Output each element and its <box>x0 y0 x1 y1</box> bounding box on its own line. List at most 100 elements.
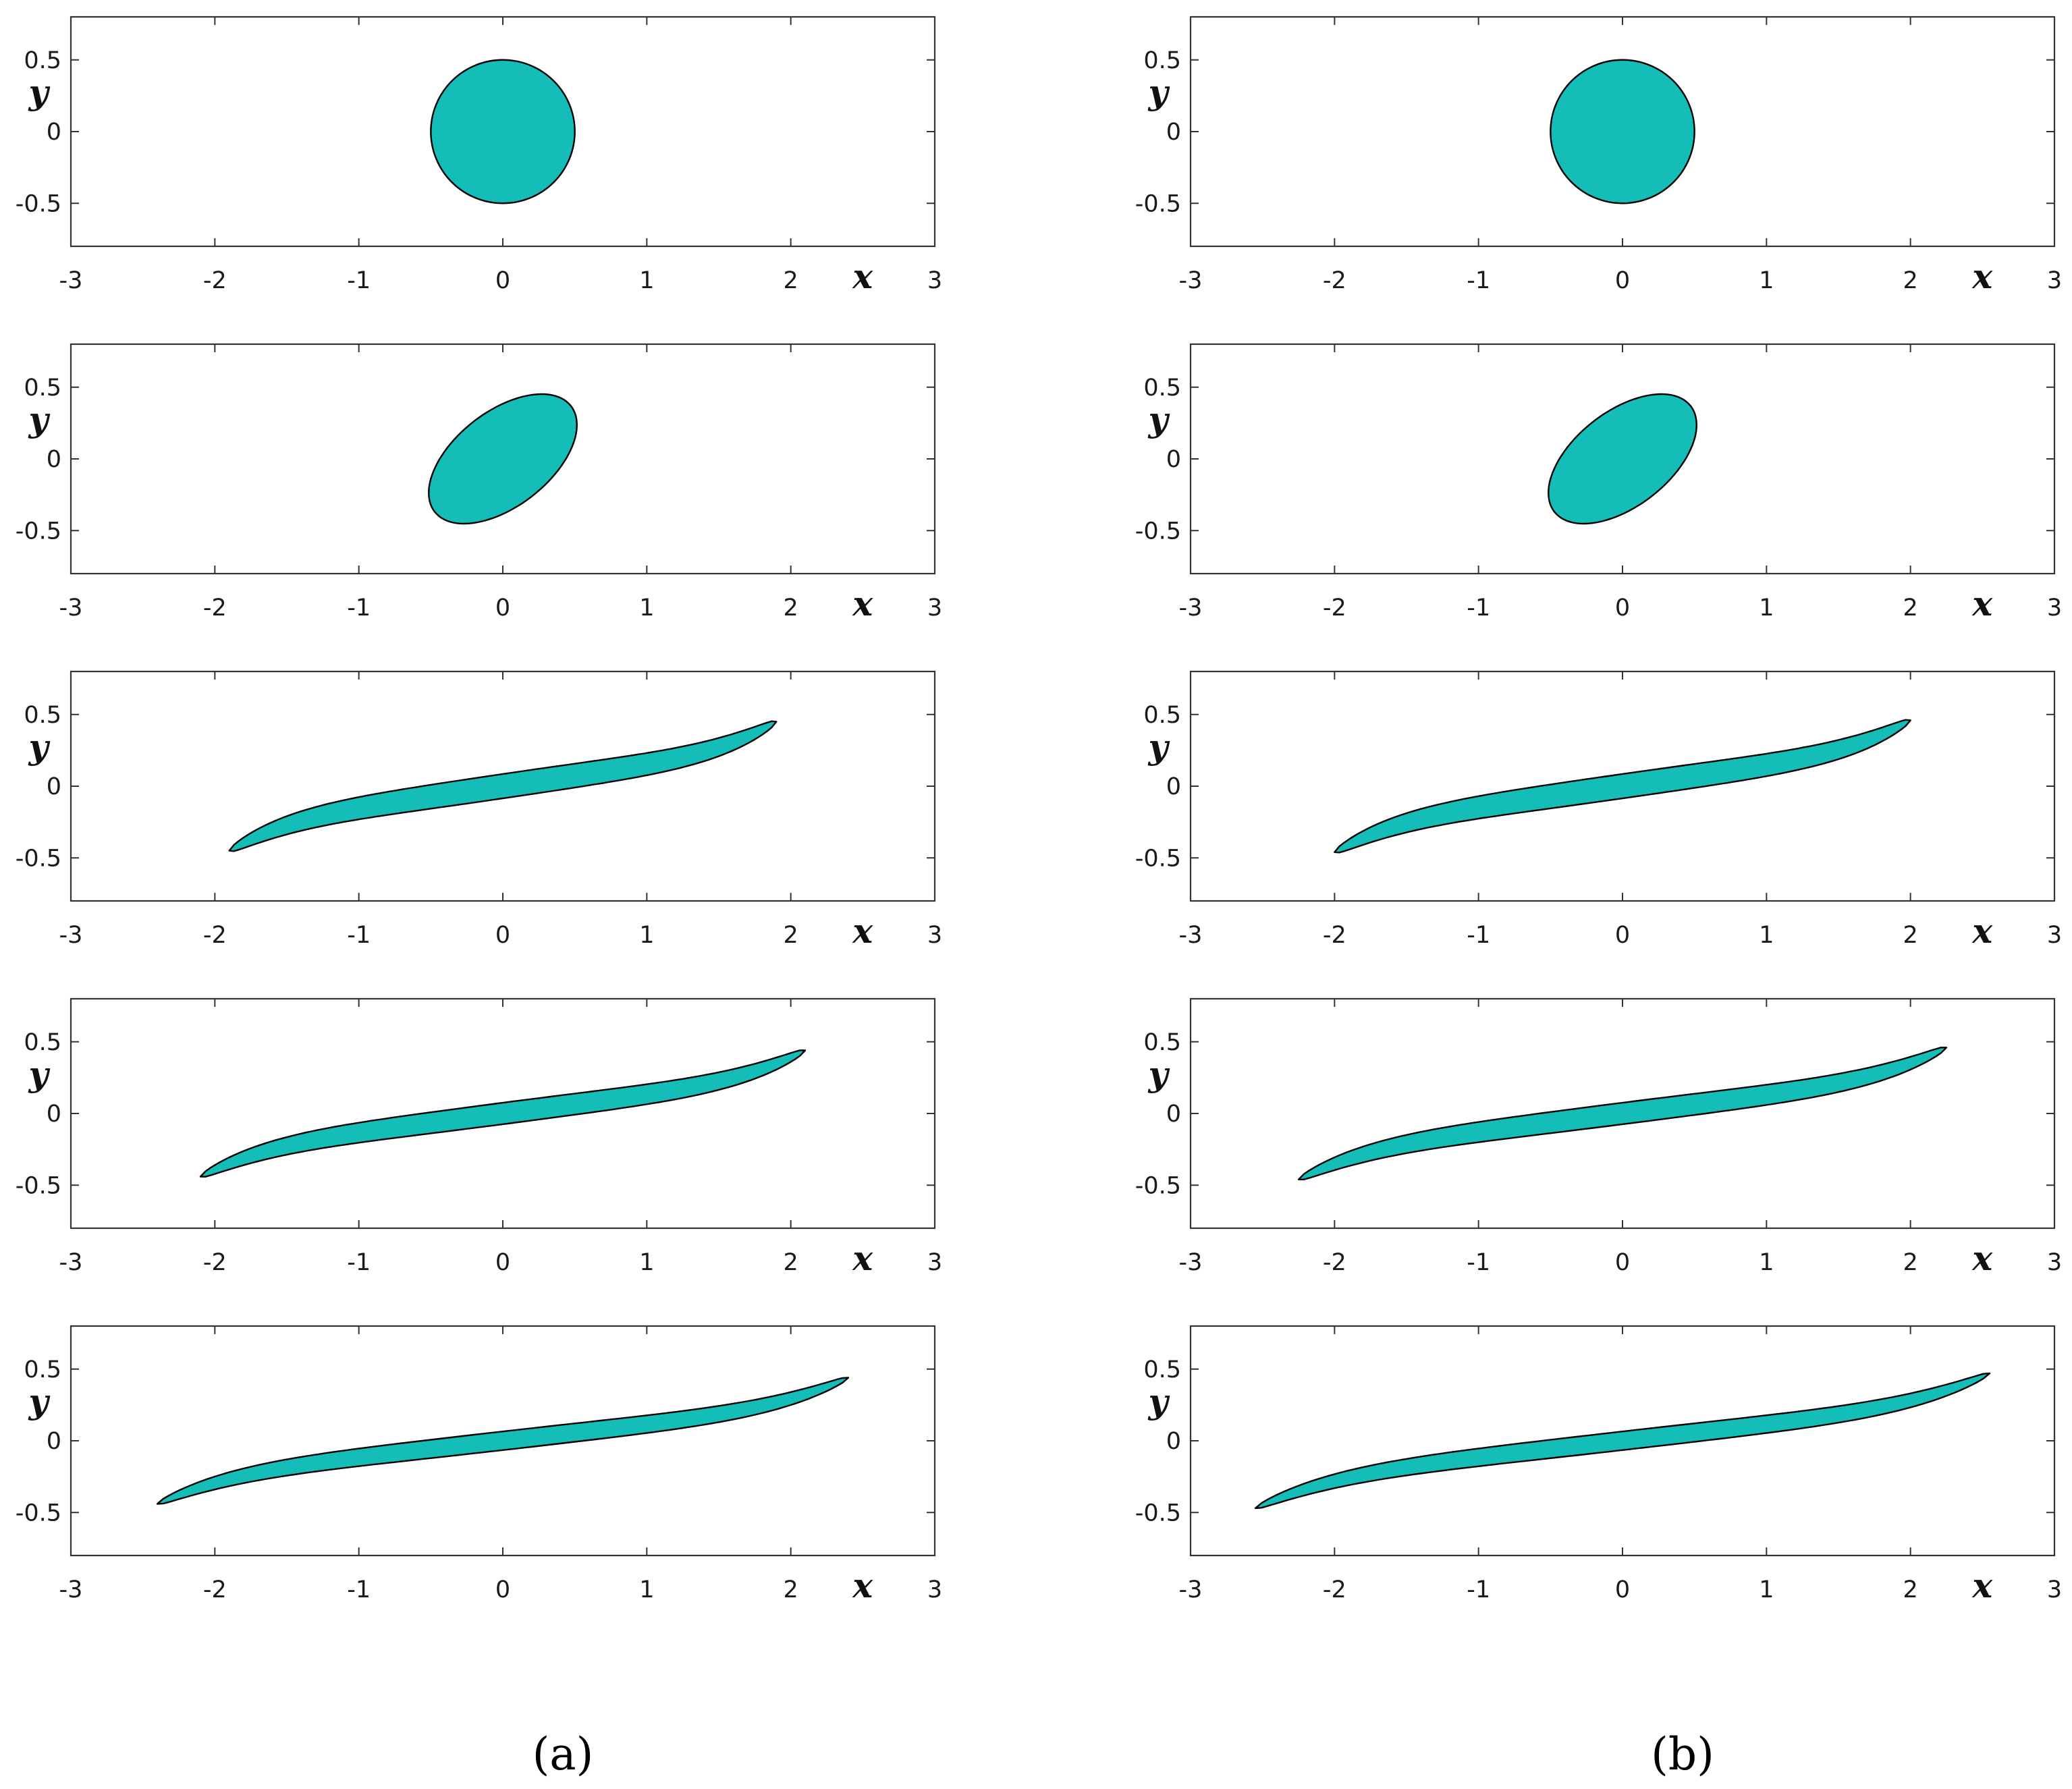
x-tick-label: 3 <box>927 922 942 949</box>
x-tick-label: 3 <box>2047 267 2062 294</box>
x-tick-label: -3 <box>1179 922 1203 949</box>
x-tick-label: 1 <box>1759 267 1774 294</box>
y-axis-label: y <box>28 1054 50 1094</box>
y-tick-label: 0 <box>1166 773 1181 800</box>
x-tick-label: 3 <box>2047 1576 2062 1603</box>
droplet-shape <box>429 394 576 524</box>
subplot-a-5: -3 -2 -1 0 1 2 3 0.5 0 -0.5 x y <box>16 1326 942 1605</box>
x-tick-label: -3 <box>1179 1249 1203 1276</box>
x-tick-label: -3 <box>59 1249 83 1276</box>
y-tick-label: 0.5 <box>1143 702 1181 729</box>
x-tick-label: -1 <box>347 267 371 294</box>
x-tick-label: 2 <box>1903 922 1918 949</box>
x-tick-label: -2 <box>203 922 227 949</box>
x-tick-label: 0 <box>495 1249 510 1276</box>
x-tick-label: 0 <box>1615 1576 1630 1603</box>
x-tick-label: 2 <box>1903 267 1918 294</box>
x-tick-label: 2 <box>1903 1249 1918 1276</box>
y-tick-label: 0.5 <box>24 702 61 729</box>
x-tick-label: -1 <box>1467 1576 1490 1603</box>
x-tick-label: 1 <box>639 1576 654 1603</box>
x-axis-label: x <box>1971 256 1993 296</box>
droplet-shape <box>1334 720 1910 853</box>
y-axis-label: y <box>1147 1381 1170 1421</box>
x-axis-label: x <box>852 584 873 624</box>
x-tick-label: 1 <box>1759 595 1774 622</box>
figure: -3 -2 -1 0 1 2 3 0.5 0 -0.5 x y -3 -2 -1 0 1 2 3 0.5 0 -0.5 x y… <box>0 0 2072 1789</box>
x-tick-label: 1 <box>639 1249 654 1276</box>
x-axis-label: x <box>852 256 873 296</box>
y-axis-label: y <box>1147 727 1170 767</box>
y-tick-label: 0.5 <box>1143 375 1181 402</box>
droplet-shape <box>1548 394 1696 524</box>
x-tick-label: 0 <box>1615 595 1630 622</box>
x-tick-label: -1 <box>347 922 371 949</box>
droplet-shape <box>1255 1373 1990 1508</box>
x-tick-label: -2 <box>203 1249 227 1276</box>
x-tick-label: -2 <box>1323 267 1346 294</box>
x-tick-label: 0 <box>495 595 510 622</box>
y-tick-label: -0.5 <box>16 845 61 872</box>
y-tick-label: 0.5 <box>24 47 61 74</box>
x-axis-label: x <box>852 1566 873 1605</box>
y-tick-label: 0 <box>47 1428 61 1455</box>
x-tick-label: 2 <box>784 1576 798 1603</box>
x-axis-label: x <box>852 911 873 951</box>
x-tick-label: 0 <box>495 267 510 294</box>
panel-label-b: (b) <box>1651 1728 1714 1780</box>
x-tick-label: 1 <box>639 267 654 294</box>
y-tick-label: 0 <box>1166 1428 1181 1455</box>
y-tick-label: -0.5 <box>1135 1172 1181 1199</box>
panel-label-b-text: (b) <box>1651 1728 1714 1780</box>
x-tick-label: -3 <box>1179 1576 1203 1603</box>
x-tick-label: 2 <box>784 267 798 294</box>
x-tick-label: -2 <box>1323 1249 1346 1276</box>
x-axis-label: x <box>1971 911 1993 951</box>
x-tick-label: -3 <box>1179 267 1203 294</box>
droplet-shape <box>157 1378 848 1504</box>
y-tick-label: -0.5 <box>1135 190 1181 217</box>
x-tick-label: -3 <box>59 267 83 294</box>
y-tick-label: 0.5 <box>1143 1356 1181 1383</box>
x-tick-label: 3 <box>927 1249 942 1276</box>
panel-label-a-text: (a) <box>533 1728 594 1780</box>
x-tick-label: -3 <box>59 922 83 949</box>
x-axis-label: x <box>1971 584 1993 624</box>
x-tick-label: 1 <box>639 922 654 949</box>
x-axis-label: x <box>1971 1238 1993 1278</box>
x-tick-label: -2 <box>1323 1576 1346 1603</box>
x-tick-label: 3 <box>2047 1249 2062 1276</box>
y-tick-label: -0.5 <box>16 190 61 217</box>
y-tick-label: 0.5 <box>24 1029 61 1056</box>
y-tick-label: 0.5 <box>1143 47 1181 74</box>
subplot-b-1: -3 -2 -1 0 1 2 3 0.5 0 -0.5 x y <box>1135 17 2062 296</box>
x-tick-label: -1 <box>1467 922 1490 949</box>
y-tick-label: 0.5 <box>1143 1029 1181 1056</box>
y-tick-label: 0 <box>47 446 61 473</box>
x-tick-label: 3 <box>2047 595 2062 622</box>
droplet-shape <box>1299 1047 1946 1180</box>
subplot-a-1: -3 -2 -1 0 1 2 3 0.5 0 -0.5 x y <box>16 17 942 296</box>
x-tick-label: -1 <box>1467 595 1490 622</box>
x-tick-label: -1 <box>347 595 371 622</box>
x-tick-label: 0 <box>495 922 510 949</box>
x-tick-label: 3 <box>927 595 942 622</box>
subplot-b-2: -3 -2 -1 0 1 2 3 0.5 0 -0.5 x y <box>1135 344 2062 624</box>
y-tick-label: 0 <box>1166 119 1181 146</box>
x-tick-label: -2 <box>1323 595 1346 622</box>
subplot-b-5: -3 -2 -1 0 1 2 3 0.5 0 -0.5 x y <box>1135 1326 2062 1605</box>
y-tick-label: -0.5 <box>16 1172 61 1199</box>
y-tick-label: -0.5 <box>1135 845 1181 872</box>
x-tick-label: 2 <box>1903 595 1918 622</box>
x-tick-label: -3 <box>1179 595 1203 622</box>
droplet-shape <box>431 60 574 204</box>
y-axis-label: y <box>28 1381 50 1421</box>
x-tick-label: 2 <box>784 595 798 622</box>
droplet-shape <box>1550 60 1694 204</box>
x-tick-label: 1 <box>639 595 654 622</box>
y-tick-label: 0 <box>47 119 61 146</box>
x-tick-label: 0 <box>1615 267 1630 294</box>
x-tick-label: 0 <box>1615 1249 1630 1276</box>
x-axis-label: x <box>852 1238 873 1278</box>
y-axis-label: y <box>1147 1054 1170 1094</box>
